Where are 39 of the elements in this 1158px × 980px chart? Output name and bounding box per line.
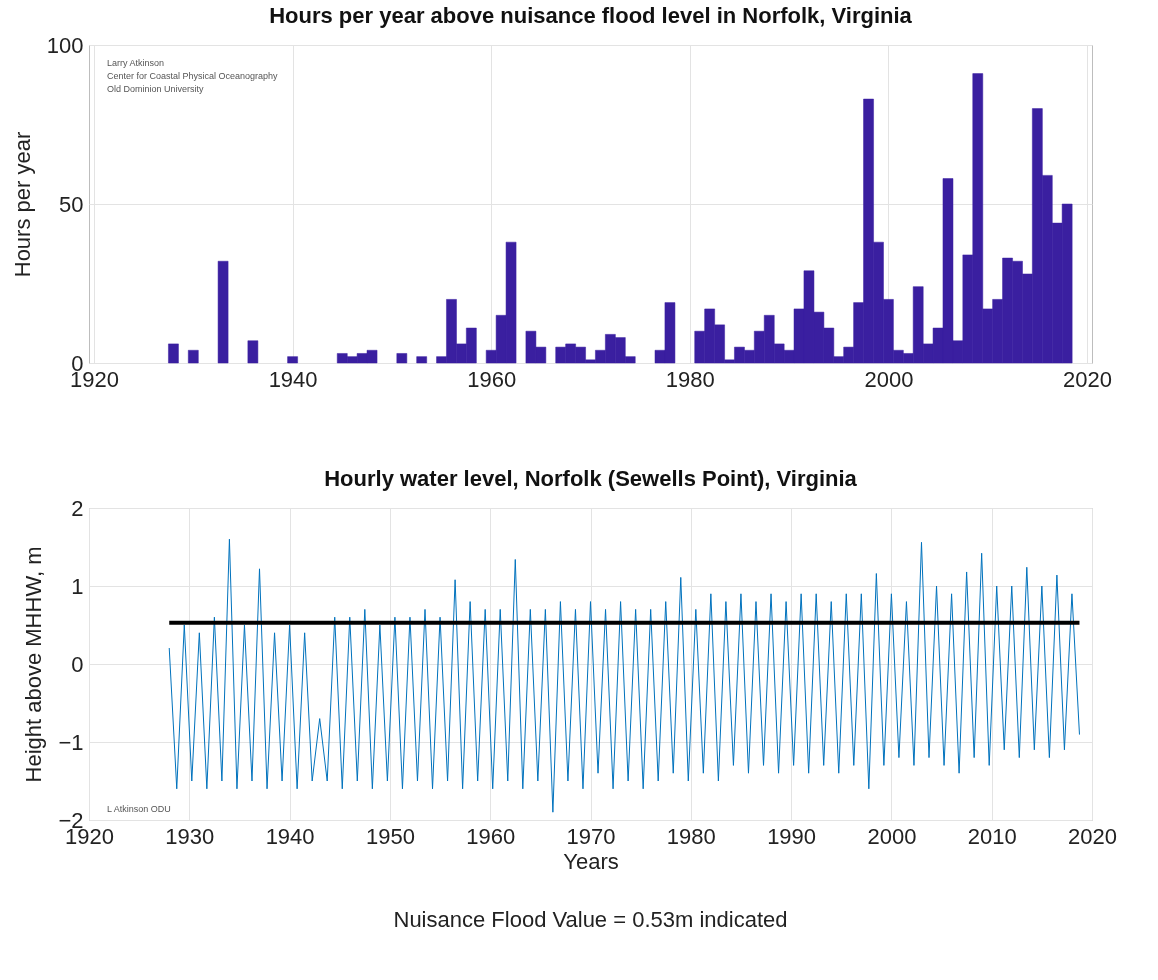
x-tick-label: 2000	[864, 366, 914, 392]
annotation: L Atkinson ODU	[107, 804, 171, 814]
annotation: Old Dominion University	[107, 84, 205, 94]
y-tick-label: 1	[71, 573, 84, 599]
x-tick-label: 2010	[967, 823, 1017, 849]
y-tick-label: 2	[71, 495, 84, 521]
bar	[247, 340, 259, 364]
y-axis-title: Height above MHHW, m	[21, 546, 47, 783]
x-tick-label: 1980	[665, 366, 715, 392]
y-tick-label: 0	[71, 651, 84, 677]
annotation: Larry Atkinson	[107, 58, 165, 68]
x-tick-label: 1930	[165, 823, 215, 849]
x-tick-label: 2020	[1068, 823, 1117, 849]
x-tick-label: 1990	[767, 823, 817, 849]
x-tick-label: 1940	[268, 366, 318, 392]
bar	[188, 350, 199, 364]
bar	[396, 353, 408, 364]
text: Nuisance Flood Value = 0.53m indicated	[393, 907, 788, 932]
y-tick-label: −1	[58, 729, 84, 755]
bar	[287, 356, 298, 364]
line-series	[168, 538, 1080, 813]
annotation: Center for Coastal Physical Oceanography	[107, 71, 279, 81]
y-axis-title: Hours per year	[9, 131, 35, 278]
x-tick-label: 1960	[466, 823, 516, 849]
y-tick-label: 100	[46, 32, 84, 58]
x-axis-title: Years	[563, 848, 619, 874]
y-tick-label: 50	[59, 191, 84, 217]
chart-title: Hourly water level, Norfolk (Sewells Point), Virginia	[324, 466, 858, 491]
x-tick-label: 1960	[467, 366, 517, 392]
chart-title: Hours per year above nuisance flood level in Norfolk, Virginia	[269, 3, 913, 28]
bar	[168, 343, 179, 364]
x-tick-label: 2000	[867, 823, 917, 849]
x-tick-label: 1980	[666, 823, 716, 849]
x-tick-label: 1970	[566, 823, 616, 849]
x-tick-label: 1940	[265, 823, 315, 849]
x-tick-label: 1950	[365, 823, 415, 849]
bar	[416, 356, 427, 364]
x-tick-label: 2020	[1063, 366, 1112, 392]
bar	[217, 260, 229, 364]
